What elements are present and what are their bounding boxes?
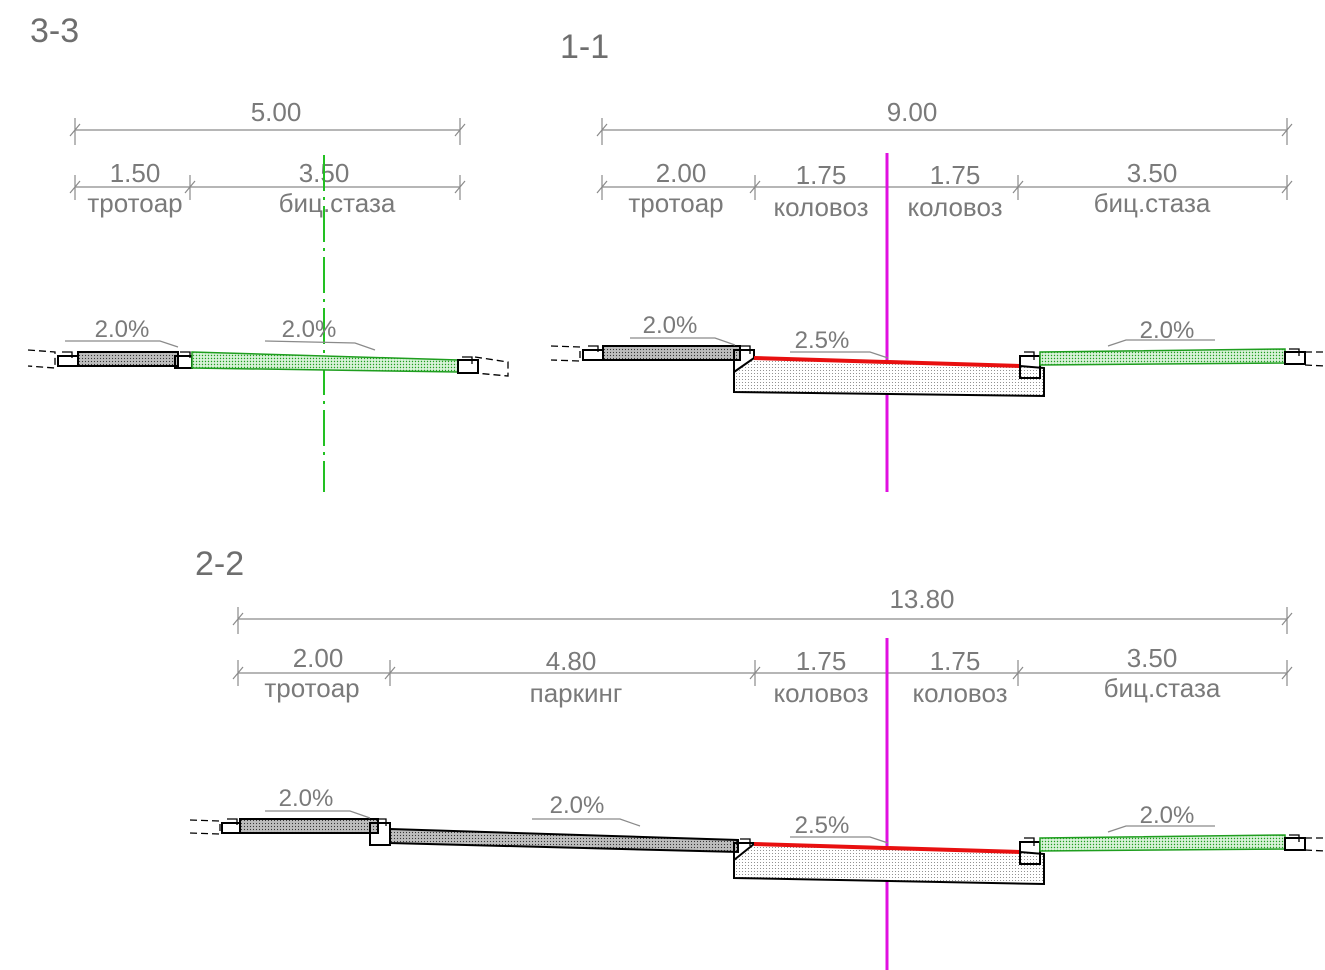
dimension-value: 13.80 bbox=[889, 584, 954, 614]
part-label: тротоар bbox=[264, 673, 359, 703]
part-label: паркинг bbox=[530, 678, 623, 708]
part-label: биц.стаза bbox=[279, 188, 396, 218]
dimension-total: 5.00 bbox=[69, 97, 466, 145]
section-1-1: 1-1 9.00 2.00 тротоар 1.75 коловоз 1.75 … bbox=[550, 28, 1325, 492]
cross-section-profile bbox=[550, 345, 1325, 398]
part-value: 2.00 bbox=[656, 158, 707, 188]
part-value: 3.50 bbox=[1127, 643, 1178, 673]
slope-label: 2.0% bbox=[279, 785, 334, 812]
slope-label: 2.0% bbox=[550, 792, 605, 819]
dimension-parts: 2.00 тротоар 4.80 паркинг 1.75 коловоз 1… bbox=[232, 643, 1293, 708]
slope-label: 2.0% bbox=[643, 312, 698, 339]
part-value: 1.75 bbox=[796, 646, 847, 676]
part-value: 2.00 bbox=[293, 643, 344, 673]
part-value: 1.75 bbox=[796, 160, 847, 190]
section-title: 3-3 bbox=[30, 12, 79, 50]
part-label: коловоз bbox=[907, 192, 1002, 222]
part-label: коловоз bbox=[773, 192, 868, 222]
slope-marks: 2.0% 2.0% 2.5% 2.0% bbox=[265, 785, 1215, 844]
dimension-parts: 2.00 тротоар 1.75 коловоз 1.75 коловоз 3… bbox=[596, 158, 1293, 222]
part-label: биц.стаза bbox=[1094, 188, 1211, 218]
slope-marks: 2.0% 2.5% 2.0% bbox=[630, 312, 1215, 359]
slope-label: 2.0% bbox=[282, 316, 337, 343]
part-value: 3.50 bbox=[1127, 158, 1178, 188]
part-label: коловоз bbox=[912, 678, 1007, 708]
section-title: 1-1 bbox=[560, 28, 609, 66]
part-label: коловоз bbox=[773, 678, 868, 708]
section-2-2: 2-2 13.80 2.00 тротоар 4.80 паркинг bbox=[189, 545, 1325, 970]
part-value: 1.50 bbox=[110, 158, 161, 188]
slope-label: 2.0% bbox=[95, 316, 150, 343]
dimension-total: 13.80 bbox=[232, 584, 1293, 634]
part-label: биц.стаза bbox=[1104, 673, 1221, 703]
section-title: 2-2 bbox=[195, 545, 244, 583]
slope-label: 2.5% bbox=[795, 327, 850, 354]
part-value: 4.80 bbox=[546, 646, 597, 676]
section-3-3: 3-3 5.00 1.50 тротоар 3.50 биц.стаза bbox=[27, 12, 509, 492]
cross-section-profile bbox=[189, 818, 1325, 886]
dimension-value: 5.00 bbox=[251, 97, 302, 127]
slope-label: 2.5% bbox=[795, 812, 850, 839]
dimension-value: 9.00 bbox=[887, 97, 938, 127]
dimension-parts: 1.50 тротоар 3.50 биц.стаза bbox=[69, 158, 466, 218]
part-label: тротоар bbox=[87, 188, 182, 218]
part-value: 1.75 bbox=[930, 646, 981, 676]
dimension-total: 9.00 bbox=[596, 97, 1293, 145]
part-value: 1.75 bbox=[930, 160, 981, 190]
slope-label: 2.0% bbox=[1140, 802, 1195, 829]
slope-marks: 2.0% 2.0% bbox=[65, 316, 376, 351]
part-label: тротоар bbox=[628, 188, 723, 218]
cross-section-profile bbox=[27, 349, 509, 377]
